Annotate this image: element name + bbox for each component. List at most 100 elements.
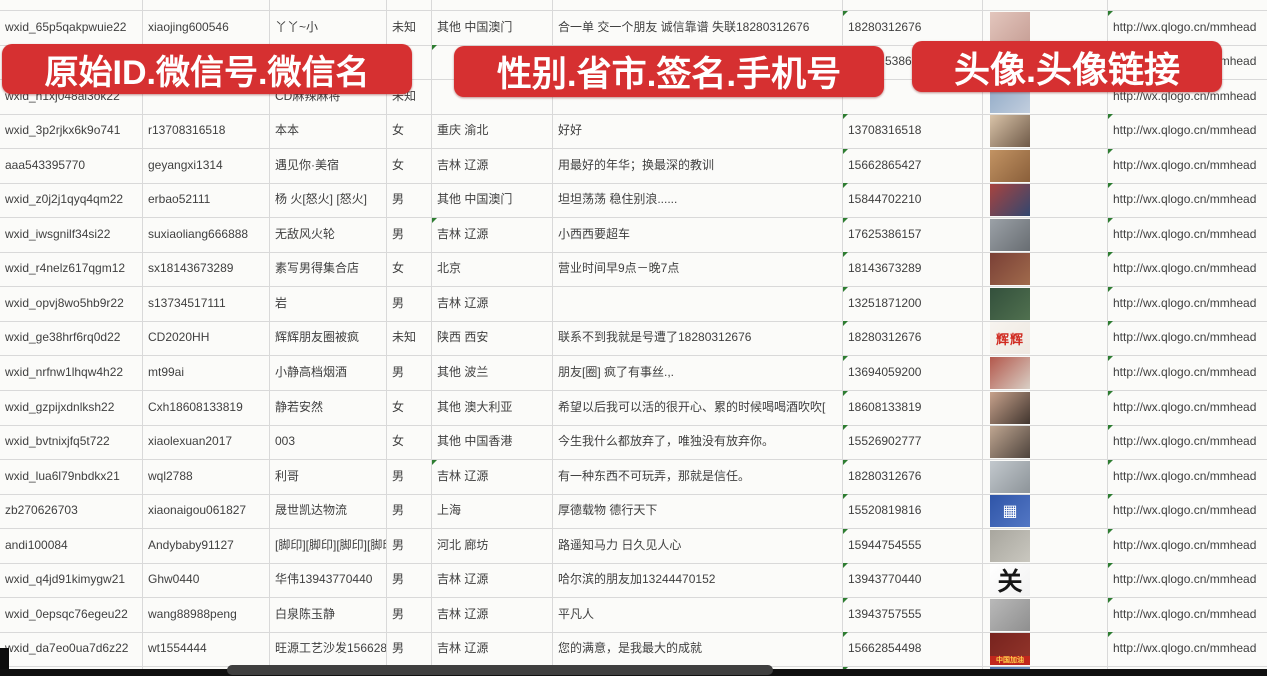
cell-wechat-number[interactable]: geyangxi1314 <box>143 148 270 184</box>
cell-gender[interactable]: 女 <box>387 390 432 426</box>
cell-wechat-number[interactable]: suxiaoliang666888 <box>143 217 270 253</box>
cell-signature[interactable]: 朋友[圈] 疯了有事丝.,. <box>553 356 843 391</box>
cell-gender[interactable]: 男 <box>387 286 432 322</box>
cell-avatar-link[interactable]: http://wx.qlogo.cn/mmhead <box>1108 183 1267 219</box>
cell-wechat-number[interactable] <box>143 79 270 115</box>
cell-original-id[interactable]: zb270626703 <box>0 494 143 530</box>
horizontal-scrollbar-thumb[interactable] <box>227 665 773 675</box>
cell-phone-number[interactable] <box>843 79 983 115</box>
cell-gender[interactable]: 男 <box>387 459 432 495</box>
cell-avatar[interactable] <box>983 148 1108 184</box>
cell-province-city[interactable]: 河北 廊坊 <box>432 528 553 564</box>
cell-wechat-number[interactable]: xiaolexuan2017 <box>143 425 270 461</box>
cell-avatar[interactable] <box>983 183 1108 219</box>
cell-gender[interactable]: 男 <box>387 632 432 668</box>
cell-wechat-number[interactable]: xiaonaigou061827 <box>143 494 270 530</box>
cell-signature[interactable]: 哈尔滨的朋友加13244470152 <box>553 563 843 599</box>
cell-original-id[interactable]: wxid_65p5qakpwuie22 <box>0 10 143 46</box>
cell-gender[interactable]: 女 <box>387 148 432 184</box>
cell-avatar-link[interactable]: http://wx.qlogo.cn/mmhead <box>1108 321 1267 357</box>
cell-avatar-link[interactable] <box>1108 0 1267 11</box>
cell-wechat-number[interactable]: s13734517111 <box>143 286 270 322</box>
cell-wechat-number[interactable]: Andybaby91127 <box>143 528 270 564</box>
cell-wechat-number[interactable]: CD2020HH <box>143 321 270 357</box>
cell-gender[interactable]: 女 <box>387 114 432 150</box>
cell-wechat-name[interactable]: 素写男得集合店 <box>270 252 387 288</box>
cell-gender[interactable]: 女 <box>387 425 432 461</box>
cell-phone-number[interactable]: 13943770440 <box>843 563 983 599</box>
cell-province-city[interactable] <box>432 0 553 11</box>
cell-province-city[interactable]: 吉林 辽源 <box>432 217 553 253</box>
cell-signature[interactable]: 联系不到我就是号遭了18280312676 <box>553 321 843 357</box>
cell-avatar[interactable] <box>983 217 1108 253</box>
cell-wechat-name[interactable]: 本本 <box>270 114 387 150</box>
cell-avatar-link[interactable]: http://wx.qlogo.cn/mmhead <box>1108 217 1267 253</box>
cell-wechat-name[interactable]: 华伟13943770440 <box>270 563 387 599</box>
cell-wechat-name[interactable] <box>270 0 387 11</box>
cell-gender[interactable]: 男 <box>387 217 432 253</box>
cell-province-city[interactable]: 上海 <box>432 494 553 530</box>
cell-province-city[interactable]: 吉林 辽源 <box>432 597 553 633</box>
cell-wechat-number[interactable]: xiaojing600546 <box>143 10 270 46</box>
cell-wechat-number[interactable]: wt1554444 <box>143 632 270 668</box>
cell-phone-number[interactable]: 18608133819 <box>843 390 983 426</box>
cell-gender[interactable]: 女 <box>387 252 432 288</box>
cell-avatar-link[interactable]: http://wx.qlogo.cn/mmhead <box>1108 114 1267 150</box>
cell-avatar-link[interactable]: http://wx.qlogo.cn/mmhead <box>1108 356 1267 391</box>
cell-avatar-link[interactable]: http://wx.qlogo.cn/mmhead <box>1108 390 1267 426</box>
cell-signature[interactable]: 厚德载物 德行天下 <box>553 494 843 530</box>
cell-wechat-number[interactable]: wang88988peng <box>143 597 270 633</box>
cell-wechat-name[interactable]: [脚印][脚印][脚印][脚印] <box>270 528 387 564</box>
cell-phone-number[interactable]: 13708316518 <box>843 114 983 150</box>
cell-signature[interactable]: 平凡人 <box>553 597 843 633</box>
cell-original-id[interactable] <box>0 0 143 11</box>
cell-gender[interactable] <box>387 0 432 11</box>
cell-avatar[interactable] <box>983 459 1108 495</box>
cell-signature[interactable]: 您的满意，是我最大的成就 <box>553 632 843 668</box>
cell-original-id[interactable]: wxid_opvj8wo5hb9r22 <box>0 286 143 322</box>
cell-original-id[interactable]: wxid_da7eo0ua7d6z22 <box>0 632 143 668</box>
cell-province-city[interactable]: 其他 澳大利亚 <box>432 390 553 426</box>
cell-wechat-name[interactable]: 白泉陈玉静 <box>270 597 387 633</box>
cell-wechat-name[interactable]: 利哥 <box>270 459 387 495</box>
cell-province-city[interactable]: 吉林 辽源 <box>432 632 553 668</box>
cell-gender[interactable]: 男 <box>387 528 432 564</box>
cell-avatar[interactable]: ▦ <box>983 494 1108 530</box>
cell-original-id[interactable]: wxid_ge38hrf6rq0d22 <box>0 321 143 357</box>
cell-avatar[interactable]: 中国加油 <box>983 632 1108 668</box>
cell-signature[interactable]: 希望以后我可以活的很开心、累的时候喝喝酒吹吹[ <box>553 390 843 426</box>
cell-phone-number[interactable]: 15520819816 <box>843 494 983 530</box>
cell-avatar[interactable] <box>983 0 1108 11</box>
cell-avatar[interactable] <box>983 114 1108 150</box>
cell-original-id[interactable]: wxid_0epsqc76egeu22 <box>0 597 143 633</box>
cell-province-city[interactable]: 吉林 辽源 <box>432 286 553 322</box>
cell-province-city[interactable]: 吉林 辽源 <box>432 563 553 599</box>
cell-phone-number[interactable]: 17625386157 <box>843 217 983 253</box>
cell-signature[interactable]: 路遥知马力 日久见人心 <box>553 528 843 564</box>
cell-phone-number[interactable]: 15844702210 <box>843 183 983 219</box>
cell-phone-number[interactable] <box>843 0 983 11</box>
cell-signature[interactable]: 小西西要超车 <box>553 217 843 253</box>
cell-wechat-number[interactable]: mt99ai <box>143 356 270 391</box>
cell-avatar-link[interactable]: http://wx.qlogo.cn/mmhead <box>1108 459 1267 495</box>
cell-phone-number[interactable]: 18280312676 <box>843 459 983 495</box>
cell-wechat-number[interactable]: Ghw0440 <box>143 563 270 599</box>
cell-gender[interactable]: 男 <box>387 494 432 530</box>
cell-province-city[interactable]: 重庆 渝北 <box>432 114 553 150</box>
cell-avatar-link[interactable]: http://wx.qlogo.cn/mmhead <box>1108 632 1267 668</box>
cell-avatar[interactable] <box>983 286 1108 322</box>
cell-signature[interactable] <box>553 0 843 11</box>
cell-avatar[interactable]: 辉辉 <box>983 321 1108 357</box>
cell-wechat-name[interactable]: 遇见你·美宿 <box>270 148 387 184</box>
cell-avatar[interactable] <box>983 390 1108 426</box>
cell-wechat-number[interactable]: erbao52111 <box>143 183 270 219</box>
cell-gender[interactable]: 男 <box>387 597 432 633</box>
cell-avatar-link[interactable]: http://wx.qlogo.cn/mmhead <box>1108 286 1267 322</box>
cell-wechat-name[interactable]: 晟世凯达物流 <box>270 494 387 530</box>
cell-province-city[interactable]: 陕西 西安 <box>432 321 553 357</box>
cell-original-id[interactable]: wxid_nrfnw1lhqw4h22 <box>0 356 143 391</box>
cell-signature[interactable] <box>553 79 843 115</box>
cell-province-city[interactable] <box>432 79 553 115</box>
cell-wechat-name[interactable]: 辉辉朋友圈被疯 <box>270 321 387 357</box>
cell-original-id[interactable]: wxid_3p2rjkx6k9o741 <box>0 114 143 150</box>
